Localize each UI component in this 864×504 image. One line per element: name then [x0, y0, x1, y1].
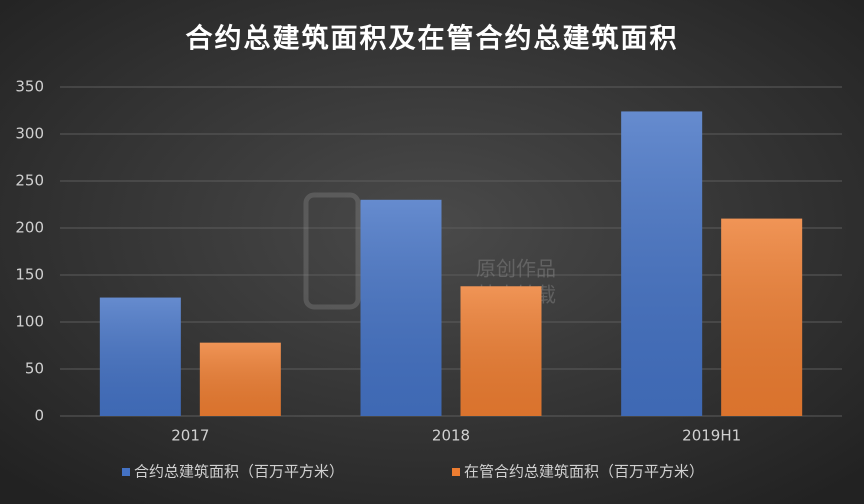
bar	[460, 286, 542, 416]
y-tick-label: 0	[34, 407, 44, 425]
y-tick-label: 50	[25, 360, 44, 378]
bar	[99, 297, 181, 416]
y-tick-label: 100	[15, 313, 44, 331]
y-tick-label: 350	[15, 78, 44, 96]
y-tick-label: 250	[15, 172, 44, 190]
chart-title: 合约总建筑面积及在管合约总建筑面积	[186, 23, 679, 55]
y-tick-label: 300	[15, 125, 44, 143]
y-tick-label: 200	[15, 219, 44, 237]
x-tick-label: 2019H1	[682, 427, 741, 445]
watermark-text: 原创作品	[476, 257, 556, 281]
legend-label: 合约总建筑面积（百万平方米）	[134, 463, 344, 481]
legend-label: 在管合约总建筑面积（百万平方米）	[464, 463, 704, 481]
y-tick-label: 150	[15, 266, 44, 284]
watermark-logo	[303, 192, 361, 310]
x-tick-label: 2018	[432, 427, 470, 445]
x-tick-label: 2017	[171, 427, 209, 445]
legend-swatch	[122, 468, 130, 476]
bar	[721, 218, 803, 416]
bar	[360, 199, 442, 416]
legend-swatch	[452, 468, 460, 476]
bar	[621, 111, 703, 416]
bar	[199, 342, 281, 416]
